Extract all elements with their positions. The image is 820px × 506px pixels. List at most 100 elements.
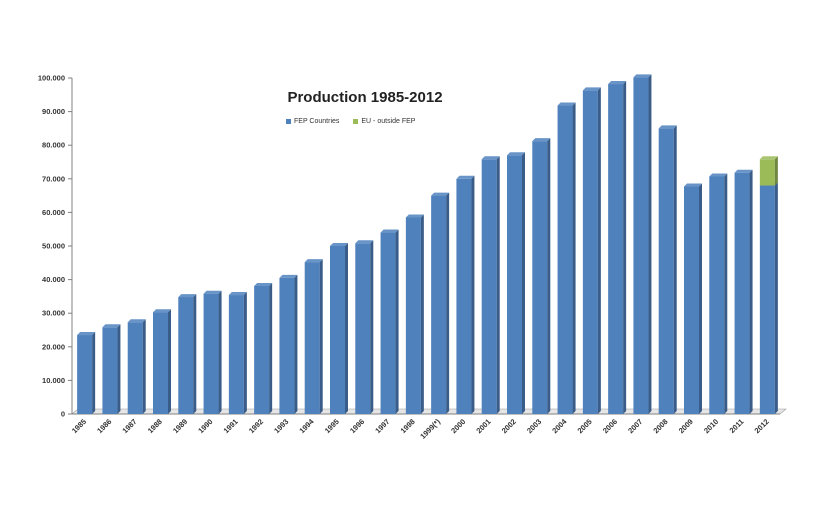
bar-fep-side (572, 102, 576, 414)
legend-item-fep: FEP Countries (286, 118, 339, 125)
bar-fep-side (648, 74, 652, 414)
bar-fep (431, 195, 447, 414)
x-tick-label: 2009 (677, 417, 695, 435)
bar-fep-top (633, 74, 652, 78)
x-tick-label: 1990 (196, 417, 214, 435)
x-tick-label: 2012 (753, 417, 771, 435)
bar-fep (355, 243, 371, 414)
x-tick-label: 1999(*) (418, 417, 442, 441)
bar-fep (102, 327, 118, 414)
bar-fep-side (446, 192, 450, 414)
x-tick-label: 1989 (171, 417, 189, 435)
bar-fep-side (269, 282, 273, 414)
bar-fep (532, 141, 548, 414)
bar-fep-side (496, 156, 500, 414)
bar-fep (405, 217, 421, 414)
x-tick-label: 2007 (626, 417, 644, 435)
bar-fep-side (597, 87, 601, 414)
bar-fep-top (709, 173, 728, 177)
bar-fep (633, 77, 649, 414)
x-tick-label: 2006 (601, 417, 619, 435)
x-tick-label: 1994 (297, 416, 316, 435)
bar-fep-side (218, 290, 222, 414)
legend-item-eu: EU - outside FEP (353, 118, 415, 125)
y-tick-label: 80.000 (42, 141, 65, 150)
bar-fep (304, 262, 320, 414)
x-tick-label: 2005 (576, 417, 594, 435)
bar-fep-top (203, 290, 222, 294)
bar-fep-top (507, 152, 525, 156)
bar-fep-side (243, 292, 247, 414)
bar-fep-top (279, 274, 298, 278)
bar-fep-top (178, 294, 197, 298)
bar-fep-side (623, 81, 627, 414)
bar-fep-top (77, 332, 96, 336)
x-tick-label: 2011 (728, 417, 746, 435)
bar-fep-side (370, 240, 374, 414)
bar-fep-top (481, 156, 500, 160)
bar-fep (734, 172, 750, 414)
bar-fep (330, 246, 345, 414)
y-tick-label: 90.000 (42, 107, 65, 116)
x-tick-label: 2002 (500, 417, 518, 435)
bar-fep-side (699, 183, 702, 414)
bar-fep-side (294, 274, 298, 414)
bar-fep (507, 155, 522, 414)
bar-fep (684, 186, 699, 414)
bar-fep-top (658, 125, 677, 129)
legend-label-eu: EU - outside FEP (361, 118, 416, 125)
bar-eu (759, 159, 775, 186)
bar-fep (254, 285, 270, 414)
bar-fep-side (522, 152, 525, 414)
y-tick-label: 100.000 (38, 74, 65, 83)
bar-fep-top (102, 324, 121, 328)
bar-fep (203, 293, 219, 414)
bar-fep (709, 176, 725, 414)
bar-eu-top (759, 156, 778, 160)
bar-fep-side (749, 169, 753, 414)
bar-fep (608, 84, 624, 414)
bar-fep-top (127, 319, 146, 323)
x-tick-label: 1997 (373, 417, 391, 435)
chart-title: Production 1985-2012 (287, 89, 443, 106)
bar-fep (279, 277, 295, 414)
x-tick-label: 2004 (550, 416, 569, 435)
y-tick-label: 30.000 (42, 309, 65, 318)
bar-fep-top (304, 259, 323, 263)
y-tick-label: 40.000 (42, 275, 65, 284)
bar-fep-top (608, 81, 627, 85)
legend-label-fep: FEP Countries (294, 118, 340, 125)
bar-fep (658, 128, 674, 414)
legend-swatch-eu (353, 119, 359, 124)
bar-fep-top (532, 138, 551, 142)
y-tick-label: 0 (61, 410, 65, 419)
legend-swatch-fep (286, 119, 291, 124)
bar-fep-side (319, 259, 323, 414)
x-tick-label: 2001 (474, 417, 492, 435)
y-tick-label: 70.000 (42, 174, 65, 183)
bar-fep-side (142, 319, 146, 414)
y-tick-label: 10.000 (42, 376, 65, 385)
bar-fep-top (330, 243, 348, 246)
bar-fep (153, 312, 168, 414)
bar-fep (380, 232, 396, 414)
bar-fep (77, 335, 93, 414)
bar-fep-side (420, 214, 424, 414)
bar-fep-side (345, 243, 348, 414)
bar-fep (127, 322, 143, 414)
x-tick-label: 1985 (70, 417, 88, 435)
x-tick-label: 1992 (247, 417, 265, 435)
bar-fep (759, 185, 775, 414)
bar-fep (228, 295, 244, 414)
bar-fep-top (557, 102, 576, 106)
x-tick-label: 1987 (120, 417, 138, 435)
bar-fep-side (168, 309, 171, 414)
x-tick-label: 1991 (222, 417, 240, 435)
x-tick-label: 1996 (348, 417, 366, 435)
bar-eu-side (774, 156, 778, 186)
bar-fep-top (355, 240, 374, 244)
bar-fep (178, 297, 194, 414)
bar-fep-top (380, 229, 399, 233)
bar-fep (582, 90, 598, 414)
bar-fep-top (153, 309, 171, 313)
